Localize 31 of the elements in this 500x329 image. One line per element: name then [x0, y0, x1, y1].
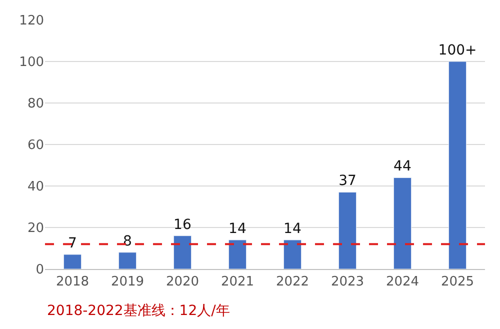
- bar: [393, 177, 412, 269]
- x-tick-label: 2024: [386, 274, 420, 290]
- bar: [118, 252, 137, 269]
- x-tick-label: 2025: [440, 274, 474, 290]
- bar: [63, 254, 82, 269]
- text: 2018-2022基准线：12人/年: [47, 303, 230, 319]
- y-tick-label: 20: [27, 221, 44, 236]
- bar: [283, 240, 302, 269]
- y-tick-label: 80: [27, 96, 44, 112]
- bar: [448, 61, 467, 269]
- bar: [173, 236, 192, 269]
- data-label: 14: [284, 220, 302, 237]
- y-tick-label: 120: [19, 14, 44, 29]
- y-tick-label: 0: [36, 262, 44, 278]
- data-label: 100+: [438, 42, 477, 58]
- x-tick-label: 2019: [110, 274, 144, 290]
- y-tick-label: 40: [27, 180, 44, 195]
- x-tick-label: 2021: [220, 274, 254, 290]
- data-label: 16: [174, 216, 192, 233]
- y-tick-label: 60: [27, 138, 44, 154]
- x-tick-label: 2018: [56, 274, 90, 290]
- bar: [338, 192, 357, 269]
- x-tick-label: 2022: [276, 274, 310, 290]
- x-tick-label: 2023: [330, 274, 364, 290]
- data-label: 44: [394, 158, 412, 175]
- data-label: 37: [338, 173, 356, 190]
- bar: [228, 240, 247, 269]
- data-label: 7: [68, 235, 77, 252]
- data-label: 14: [228, 220, 246, 237]
- x-tick-label: 2020: [166, 274, 200, 290]
- y-tick-label: 100: [19, 55, 44, 70]
